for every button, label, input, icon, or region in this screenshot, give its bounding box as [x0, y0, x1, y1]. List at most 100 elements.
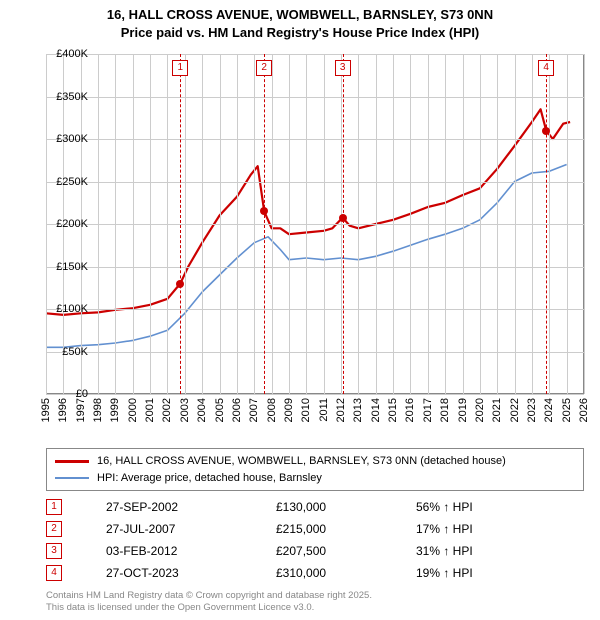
- gridline-v: [480, 54, 481, 394]
- x-tick-label: 2015: [387, 398, 399, 422]
- footer-line2: This data is licensed under the Open Gov…: [46, 602, 584, 614]
- y-tick-label: £150K: [44, 261, 88, 273]
- x-tick-label: 2016: [404, 398, 416, 422]
- x-tick-label: 2007: [248, 398, 260, 422]
- event-marker-dot: [339, 214, 347, 222]
- legend-swatch: [55, 460, 89, 463]
- event-marker-line: [546, 54, 547, 394]
- gridline-h: [46, 54, 584, 55]
- x-tick-label: 2019: [457, 398, 469, 422]
- y-tick-label: £250K: [44, 176, 88, 188]
- x-tick-label: 2002: [161, 398, 173, 422]
- gridline-v: [324, 54, 325, 394]
- gridline-v: [115, 54, 116, 394]
- gridline-v: [254, 54, 255, 394]
- event-marker-label: 1: [172, 60, 188, 76]
- x-tick-label: 1998: [92, 398, 104, 422]
- table-date: 27-JUL-2007: [106, 522, 276, 536]
- event-marker-label: 2: [256, 60, 272, 76]
- gridline-h: [46, 352, 584, 353]
- event-marker-dot: [260, 207, 268, 215]
- x-tick-label: 2005: [214, 398, 226, 422]
- gridline-v: [358, 54, 359, 394]
- footer-line1: Contains HM Land Registry data © Crown c…: [46, 590, 584, 602]
- x-tick-label: 1996: [57, 398, 69, 422]
- table-marker: 4: [46, 565, 62, 581]
- gridline-h: [46, 182, 584, 183]
- table-marker: 2: [46, 521, 62, 537]
- x-tick-label: 2011: [318, 398, 330, 422]
- gridline-v: [497, 54, 498, 394]
- gridline-v: [428, 54, 429, 394]
- table-row: 2 27-JUL-2007£215,00017% ↑ HPI: [46, 518, 584, 540]
- event-marker-line: [180, 54, 181, 394]
- gridline-h: [46, 309, 584, 310]
- gridline-v: [410, 54, 411, 394]
- x-tick-label: 2012: [335, 398, 347, 422]
- chart-area: 1234 £0£50K£100K£150K£200K£250K£300K£350…: [46, 54, 584, 434]
- table-delta: 31% ↑ HPI: [416, 544, 584, 558]
- x-tick-label: 2013: [352, 398, 364, 422]
- y-tick-label: £100K: [44, 303, 88, 315]
- gridline-v: [220, 54, 221, 394]
- gridline-h: [46, 224, 584, 225]
- title-line1: 16, HALL CROSS AVENUE, WOMBWELL, BARNSLE…: [0, 6, 600, 24]
- gridline-v: [98, 54, 99, 394]
- table-marker: 1: [46, 499, 62, 515]
- y-tick-label: £50K: [44, 346, 88, 358]
- x-tick-label: 2023: [526, 398, 538, 422]
- gridline-v: [393, 54, 394, 394]
- x-tick-label: 2017: [422, 398, 434, 422]
- plot-region: 1234: [46, 54, 584, 394]
- table-price: £207,500: [276, 544, 416, 558]
- x-tick-label: 2024: [543, 398, 555, 422]
- y-tick-label: £350K: [44, 91, 88, 103]
- table-delta: 56% ↑ HPI: [416, 500, 584, 514]
- table-row: 427-OCT-2023£310,00019% ↑ HPI: [46, 562, 584, 584]
- table-price: £310,000: [276, 566, 416, 580]
- x-tick-label: 1995: [40, 398, 52, 422]
- gridline-v: [567, 54, 568, 394]
- gridline-h: [46, 139, 584, 140]
- event-marker-label: 3: [335, 60, 351, 76]
- gridline-v: [306, 54, 307, 394]
- x-tick-label: 1997: [75, 398, 87, 422]
- gridline-v: [463, 54, 464, 394]
- table-row: 303-FEB-2012£207,50031% ↑ HPI: [46, 540, 584, 562]
- chart-title: 16, HALL CROSS AVENUE, WOMBWELL, BARNSLE…: [0, 0, 600, 41]
- y-tick-label: £300K: [44, 133, 88, 145]
- gridline-v: [133, 54, 134, 394]
- legend-label: HPI: Average price, detached house, Barn…: [97, 470, 322, 487]
- legend: 16, HALL CROSS AVENUE, WOMBWELL, BARNSLE…: [46, 448, 584, 491]
- title-line2: Price paid vs. HM Land Registry's House …: [0, 24, 600, 42]
- event-marker-dot: [542, 127, 550, 135]
- legend-row-property: 16, HALL CROSS AVENUE, WOMBWELL, BARNSLE…: [55, 453, 575, 470]
- gridline-v: [584, 54, 585, 394]
- table-row: 1 27-SEP-2002£130,00056% ↑ HPI: [46, 496, 584, 518]
- table-price: £130,000: [276, 500, 416, 514]
- gridline-v: [445, 54, 446, 394]
- gridline-v: [289, 54, 290, 394]
- series-property: [46, 109, 570, 315]
- x-tick-label: 2000: [127, 398, 139, 422]
- gridline-v: [150, 54, 151, 394]
- x-tick-label: 2022: [509, 398, 521, 422]
- event-marker-line: [264, 54, 265, 394]
- gridline-v: [515, 54, 516, 394]
- table-date: 27-OCT-2023: [106, 566, 276, 580]
- event-marker-line: [343, 54, 344, 394]
- gridline-v: [237, 54, 238, 394]
- gridline-v: [532, 54, 533, 394]
- table-delta: 17% ↑ HPI: [416, 522, 584, 536]
- gridline-v: [167, 54, 168, 394]
- x-tick-label: 2025: [561, 398, 573, 422]
- table-date: 03-FEB-2012: [106, 544, 276, 558]
- x-tick-label: 2006: [231, 398, 243, 422]
- x-tick-label: 2026: [578, 398, 590, 422]
- gridline-v: [272, 54, 273, 394]
- x-tick-label: 1999: [109, 398, 121, 422]
- event-table: 1 27-SEP-2002£130,00056% ↑ HPI 2 27-JUL-200…: [46, 496, 584, 584]
- table-price: £215,000: [276, 522, 416, 536]
- table-date: 27-SEP-2002: [106, 500, 276, 514]
- x-tick-label: 2018: [439, 398, 451, 422]
